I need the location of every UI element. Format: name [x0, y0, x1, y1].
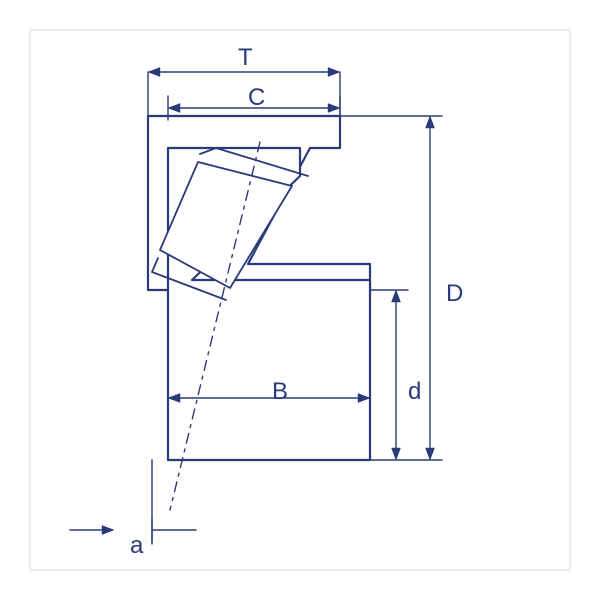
dim-label-d: d: [408, 378, 421, 406]
dim-label-D: D: [446, 280, 463, 308]
dim-label-T: T: [238, 44, 253, 72]
bearing-svg: [0, 0, 600, 600]
dim-label-C: C: [248, 84, 265, 112]
dim-label-B: B: [272, 378, 288, 406]
dim-label-a: a: [130, 532, 143, 560]
diagram-canvas: T C B a D d: [0, 0, 600, 600]
